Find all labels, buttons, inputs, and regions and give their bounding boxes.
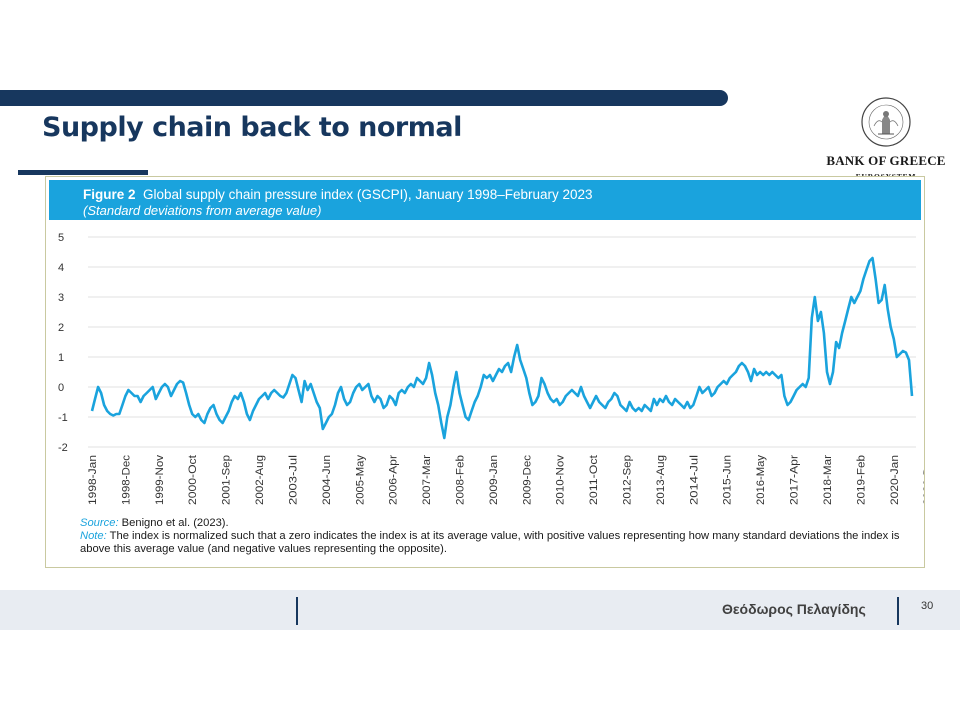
y-tick-label: 4	[58, 262, 64, 274]
figure-label: Figure 2	[83, 187, 136, 202]
gscpi-line-chart: 5 4 3 2 1 0 -1 -2 1998-Jan 1998-Dec 1999-Nov 2000-O…	[58, 232, 924, 505]
x-tick-label: 2016-May	[755, 454, 767, 505]
x-tick-label: 1999-Nov	[154, 454, 166, 505]
x-tick-label: 1998-Jan	[87, 455, 99, 505]
x-tick-label: 2005-May	[354, 454, 366, 505]
bank-logo: BANK OF GREECE EUROSYSTEM	[826, 96, 946, 181]
source-line: Source: Benigno et al. (2023).	[80, 517, 920, 530]
x-tick-label: 2004-Jun	[321, 455, 333, 505]
source-label: Source:	[80, 517, 119, 529]
x-tick-label: 2012-Sep	[622, 455, 634, 505]
figure-header: Figure 2 Global supply chain pressure in…	[49, 180, 921, 220]
figure-title: Figure 2 Global supply chain pressure in…	[83, 187, 593, 202]
title-underline	[18, 170, 148, 175]
figure-title-text: Global supply chain pressure index (GSCP…	[143, 187, 593, 202]
x-tick-label: 2006-Apr	[388, 455, 400, 505]
x-tick-label: 2014-Jul	[688, 455, 700, 505]
slide-title: Supply chain back to normal	[42, 112, 462, 143]
x-tick-label: 2013-Aug	[655, 455, 667, 505]
x-tick-label: 2008-Feb	[455, 455, 467, 505]
header-band	[0, 90, 728, 106]
x-tick-label: 2003-Jul	[287, 455, 299, 505]
x-tick-label: 2007-Mar	[421, 455, 433, 505]
y-tick-label: 2	[58, 322, 64, 334]
x-tick-label: 2015-Jun	[722, 455, 734, 505]
y-tick-label: 0	[58, 382, 64, 394]
source-text: Benigno et al. (2023).	[118, 517, 229, 529]
presenter-name: Θεόδωρος Πελαγίδης	[722, 601, 866, 617]
figure-notes: Source: Benigno et al. (2023). Note: The…	[80, 517, 920, 556]
bank-name: BANK OF GREECE	[826, 153, 946, 168]
note-line: Note: The index is normalized such that …	[80, 530, 920, 556]
x-tick-label: 2019-Feb	[855, 455, 867, 505]
x-tick-label: 2009-Jan	[488, 455, 500, 505]
footer-separator	[897, 597, 899, 625]
x-tick-label: 2002-Aug	[254, 455, 266, 505]
y-tick-label: 1	[58, 352, 64, 364]
x-tick-label: 2009-Dec	[521, 454, 533, 505]
x-tick-label: 2001-Sep	[221, 455, 233, 505]
figure-subtitle: (Standard deviations from average value)	[83, 203, 322, 218]
x-tick-label: 2020-Dec	[922, 454, 924, 505]
note-text: The index is normalized such that a zero…	[80, 530, 900, 555]
x-tick-label: 2000-Oct	[187, 455, 199, 505]
y-tick-label: -2	[58, 442, 68, 454]
figure-panel: Figure 2 Global supply chain pressure in…	[45, 176, 925, 568]
x-tick-label: 2018-Mar	[822, 455, 834, 505]
x-tick-label: 2011-Oct	[588, 455, 600, 505]
y-tick-label: 5	[58, 232, 64, 244]
x-tick-label: 2020-Jan	[889, 455, 901, 505]
y-tick-label: -1	[58, 412, 68, 424]
bank-seal-icon	[861, 97, 911, 147]
x-tick-label: 2010-Nov	[555, 454, 567, 505]
x-tick-label: 1998-Dec	[120, 454, 132, 505]
gscpi-series-line	[90, 256, 914, 440]
note-label: Note:	[80, 530, 107, 542]
y-tick-label: 3	[58, 292, 64, 304]
footer-band	[0, 590, 960, 630]
footer-separator	[296, 597, 298, 625]
page-number: 30	[921, 600, 934, 612]
x-tick-label: 2017-Apr	[789, 455, 801, 505]
